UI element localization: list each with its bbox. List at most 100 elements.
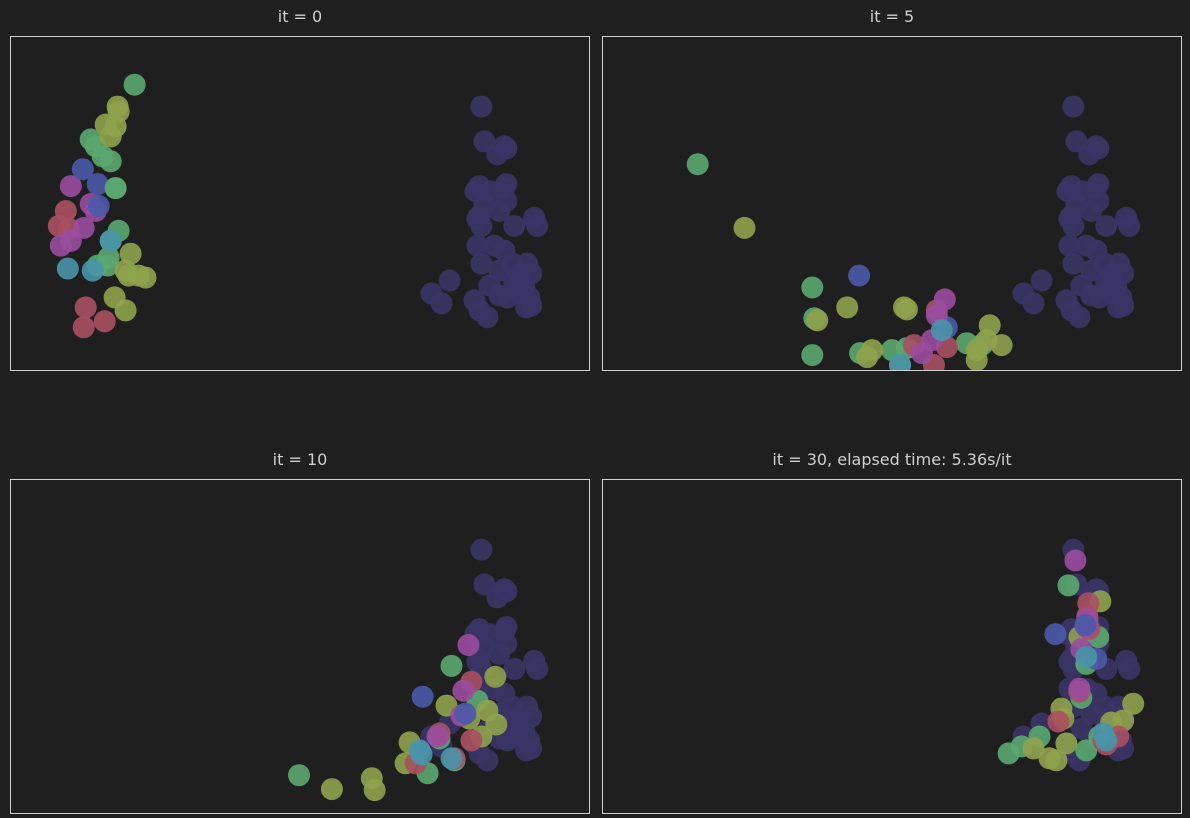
scatter-point (1030, 269, 1053, 292)
scatter-plot (288, 538, 549, 802)
scatter-point (99, 229, 122, 252)
scatter-point (1080, 200, 1103, 222)
panel-title: it = 10 (272, 450, 328, 469)
scatter-point (1062, 214, 1085, 237)
scatter-point (87, 195, 110, 217)
panel-it-30: it = 30, elapsed time: 5.36s/it (602, 449, 1182, 814)
scatter-point (454, 702, 477, 725)
scatter-point (1068, 306, 1091, 329)
scatter-point (503, 657, 526, 680)
scatter-point (1118, 657, 1141, 680)
scatter-point (1055, 732, 1078, 755)
scatter-point (503, 270, 526, 293)
panel-title: it = 5 (869, 7, 915, 26)
scatter-point (114, 299, 137, 322)
scatter-point (74, 296, 97, 319)
scatter-point (488, 643, 511, 665)
scatter-point (1057, 574, 1080, 597)
scatter-point (516, 695, 539, 718)
scatter-point (486, 586, 509, 609)
scatter-plot (47, 73, 549, 339)
scatter-point (836, 296, 859, 319)
scatter-point (503, 713, 526, 736)
scatter-point (114, 259, 137, 282)
scatter-point (466, 234, 489, 257)
scatter-point (320, 778, 343, 801)
scatter-point (1075, 645, 1098, 668)
scatter-point (470, 538, 493, 561)
scatter-point (1080, 284, 1103, 307)
panel-title: it = 30, elapsed time: 5.36s/it (772, 450, 1012, 469)
scatter-point (1045, 749, 1068, 772)
scatter-point (476, 699, 499, 722)
scatter-point (440, 654, 463, 677)
scatter-point (484, 665, 507, 688)
scatter-point (410, 743, 433, 766)
scatter-point (1087, 173, 1110, 196)
scatter-point (430, 292, 453, 315)
panel-it-0: it = 0 (10, 6, 590, 371)
scatter-point (59, 229, 82, 252)
scatter-point (1075, 739, 1098, 762)
scatter-point (1118, 214, 1141, 237)
scatter-point (1112, 294, 1135, 317)
scatter-point (801, 276, 824, 299)
scatter-point (889, 354, 911, 370)
scatter-point (520, 294, 543, 317)
scatter-point (134, 266, 157, 289)
scatter-point (440, 747, 463, 770)
scatter-point (86, 173, 109, 196)
scatter-point (59, 175, 82, 198)
plot-area (602, 479, 1182, 814)
scatter-point (71, 158, 94, 181)
scatter-point (1095, 270, 1118, 293)
scatter-point (457, 634, 480, 656)
scatter-point (99, 150, 122, 173)
scatter-point (1095, 214, 1118, 237)
scatter-point (438, 269, 461, 292)
scatter-point (476, 306, 499, 329)
scatter-point (56, 257, 79, 280)
scatter-plot (997, 538, 1145, 772)
scatter-point (1058, 234, 1081, 257)
scatter-point (856, 346, 879, 369)
scatter-point (733, 216, 756, 239)
scatter-point (1044, 623, 1067, 646)
scatter-point (1064, 549, 1087, 572)
scatter-point (1047, 710, 1070, 733)
scatter-point (470, 95, 493, 118)
scatter-point (486, 143, 509, 166)
scatter-point (119, 242, 142, 265)
scatter-point (1095, 729, 1118, 752)
scatter-point (1068, 677, 1091, 700)
scatter-point (1062, 95, 1085, 118)
scatter-point (848, 264, 871, 287)
scatter-point (452, 679, 475, 702)
scatter-point (801, 344, 824, 367)
panel-it-10: it = 10 (10, 449, 590, 814)
scatter-point (1074, 614, 1097, 637)
scatter-point (123, 73, 146, 96)
scatter-point (495, 173, 518, 196)
scatter-point (1022, 292, 1045, 315)
scatter-point (526, 657, 549, 680)
scatter-point (526, 214, 549, 237)
scatter-point (488, 200, 511, 222)
scatter-point (72, 316, 95, 339)
scatter-point (470, 214, 493, 237)
scatter-point (99, 125, 122, 148)
scatter-point (460, 729, 483, 752)
scatter-point (1022, 737, 1045, 760)
plot-area (10, 36, 590, 371)
scatter-point (464, 180, 487, 203)
scatter-point (975, 329, 998, 352)
scatter-point (965, 349, 988, 370)
scatter-point (1078, 143, 1101, 166)
scatter-point (104, 177, 127, 200)
panel-it-5: it = 5 (602, 6, 1182, 371)
scatter-point (1062, 252, 1085, 275)
scatter-point (1108, 252, 1131, 275)
panel-title: it = 0 (277, 7, 323, 26)
scatter-point (470, 252, 493, 275)
